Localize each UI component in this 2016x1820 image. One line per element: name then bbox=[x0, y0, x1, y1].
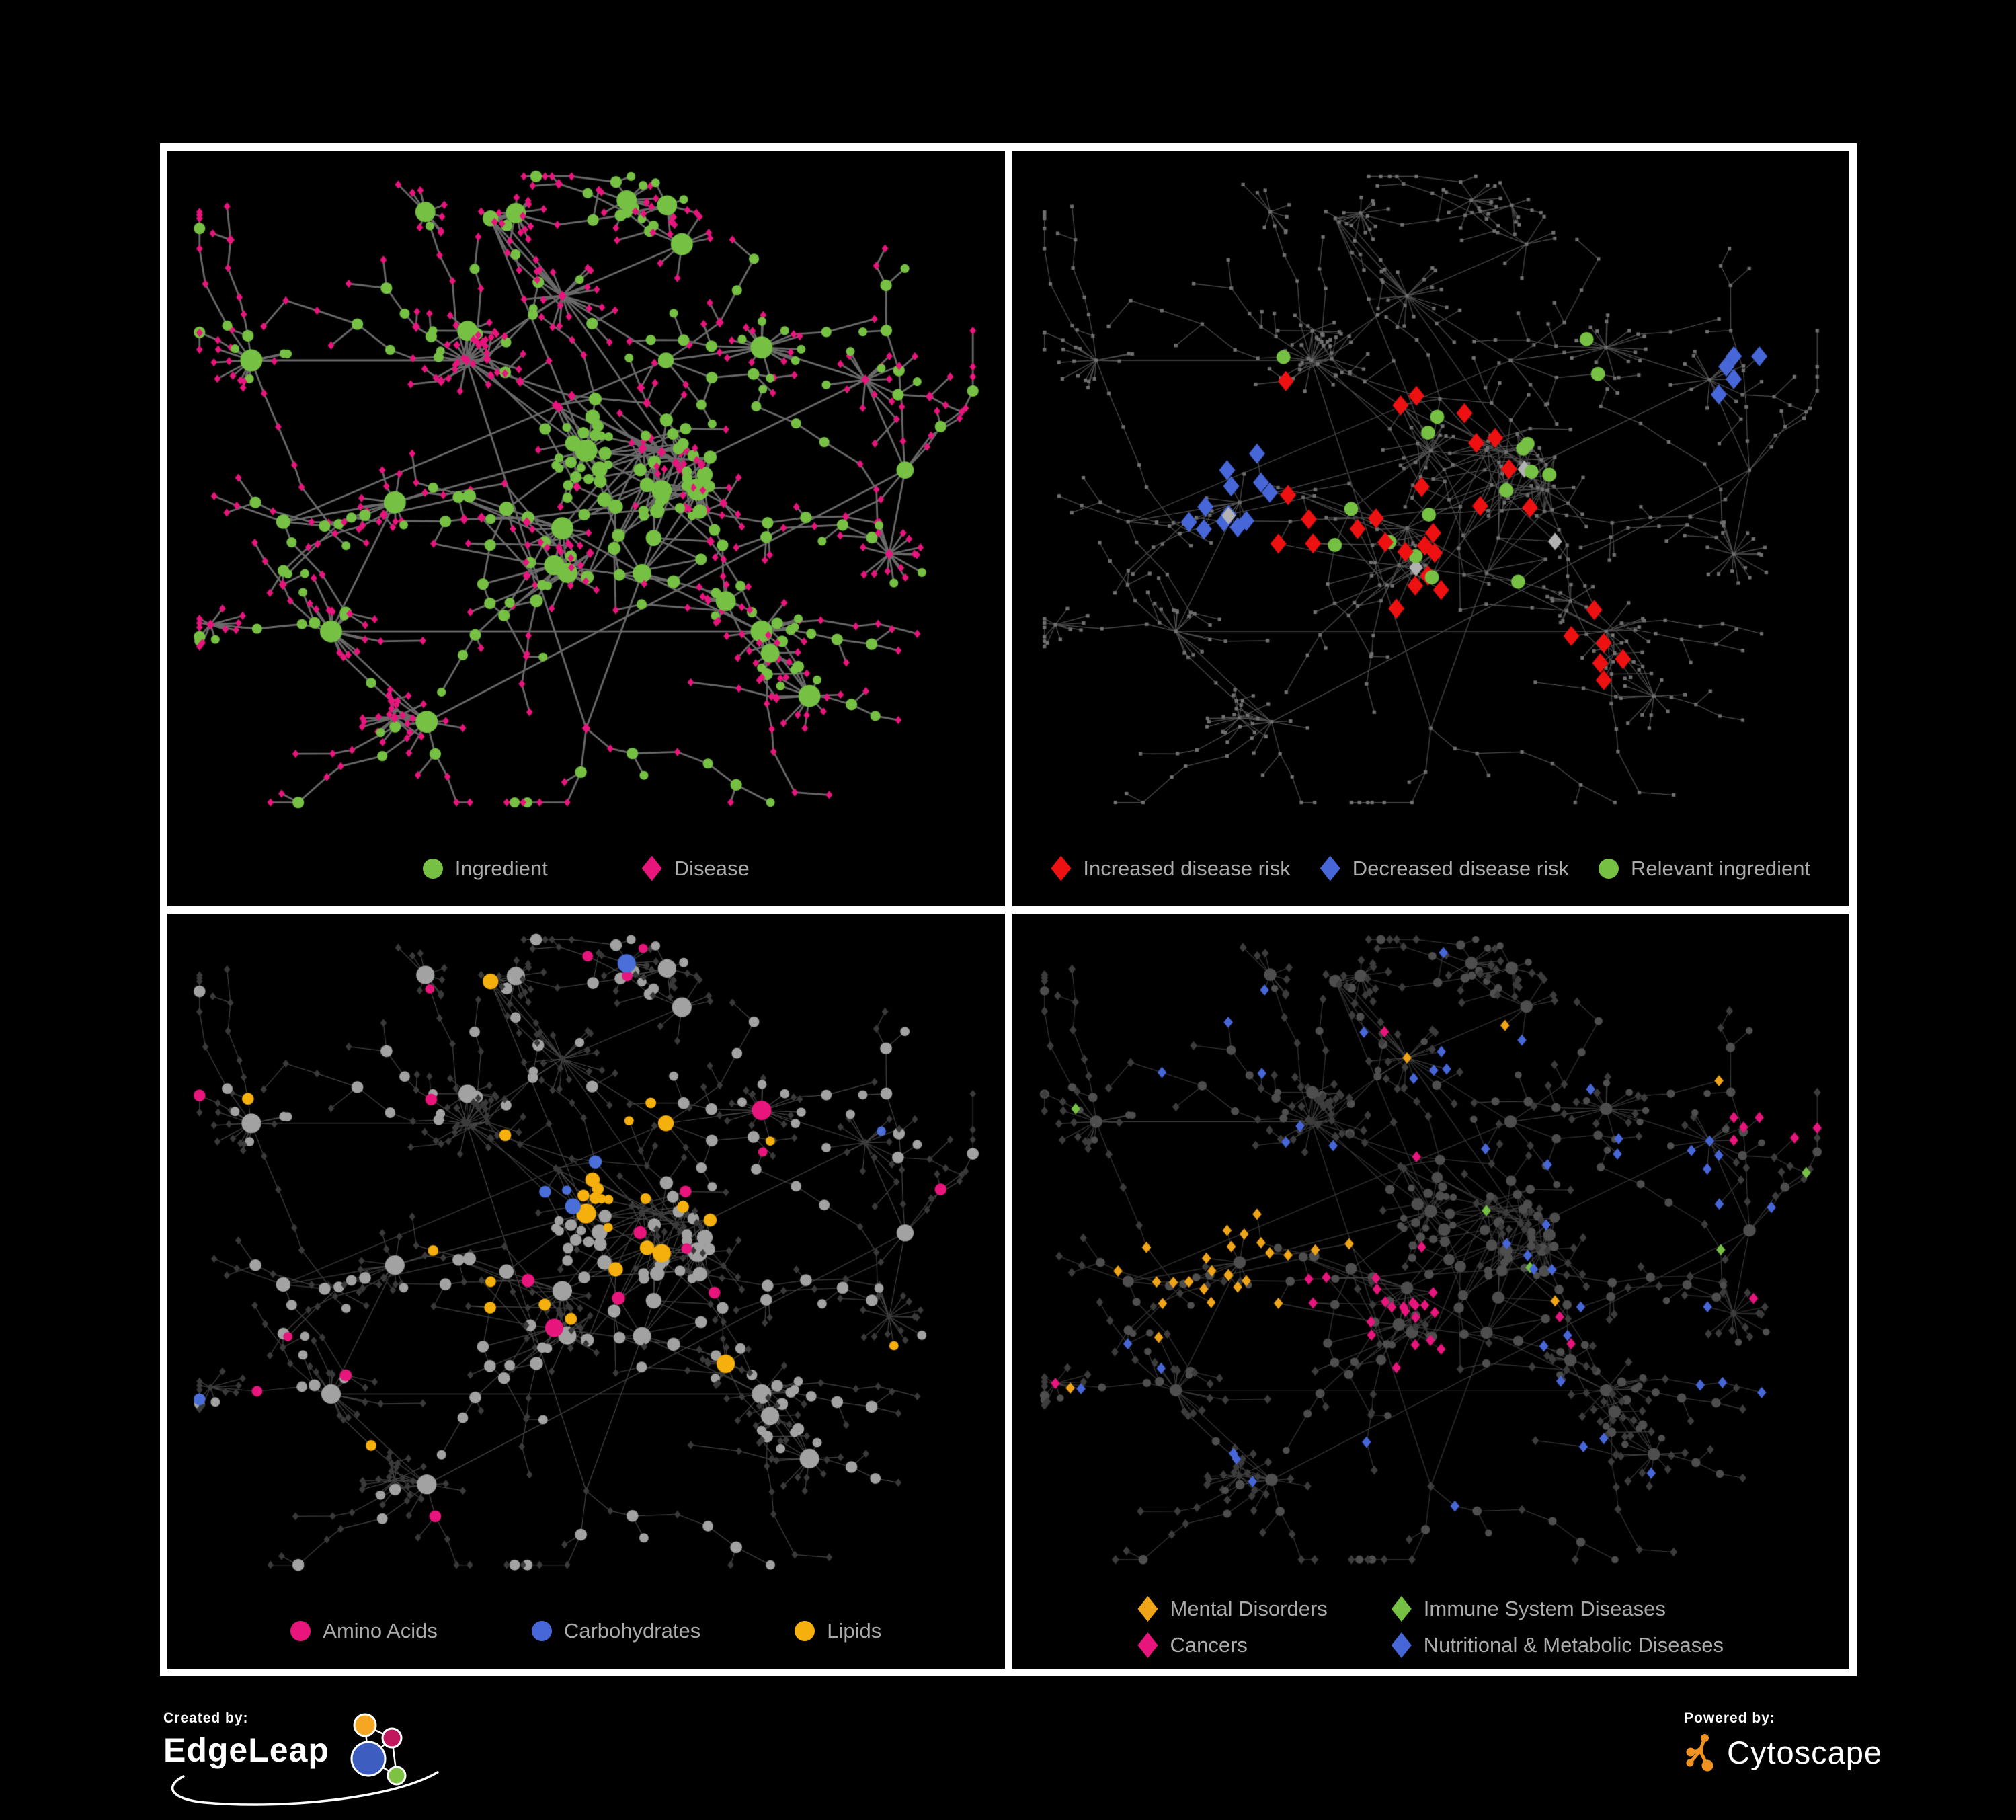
legend-item-amino-acids: Amino Acids bbox=[290, 1619, 438, 1643]
mental-disorders-marker bbox=[1137, 1596, 1158, 1622]
relevant-ingredient-marker bbox=[1599, 858, 1619, 879]
carbohydrates-marker bbox=[531, 1621, 552, 1642]
legend-label: Lipids bbox=[827, 1619, 882, 1643]
legend-label: Immune System Diseases bbox=[1423, 1597, 1666, 1621]
increased-risk-marker bbox=[1051, 855, 1072, 881]
network-disease-categories bbox=[1012, 913, 1849, 1586]
network-nutrient-groups bbox=[167, 913, 1005, 1591]
legend-item-nutritional-metabolic: Nutritional & Metabolic Diseases bbox=[1391, 1632, 1724, 1659]
panel-disease-categories: Mental Disorders Immune System Diseases … bbox=[1012, 913, 1850, 1669]
four-panel-figure: Ingredient Disease Increased disease ris… bbox=[160, 143, 1857, 1676]
disease-marker bbox=[641, 855, 662, 881]
created-by-label: Created by: bbox=[163, 1710, 249, 1726]
legend-label: Relevant ingredient bbox=[1631, 856, 1811, 880]
legend-nutrient-groups: Amino Acids Carbohydrates Lipids bbox=[167, 1591, 1005, 1669]
powered-by-label: Powered by: bbox=[1684, 1710, 1775, 1726]
legend-item-lipids: Lipids bbox=[795, 1619, 881, 1643]
legend-label: Ingredient bbox=[454, 856, 548, 880]
network-ingredient-disease bbox=[167, 151, 1005, 828]
cytoscape-logo-icon bbox=[1686, 1734, 1713, 1772]
legend-item-ingredient: Ingredient bbox=[422, 856, 548, 881]
legend-item-mental-disorders: Mental Disorders bbox=[1137, 1596, 1328, 1622]
legend-item-carbohydrates: Carbohydrates bbox=[531, 1619, 701, 1643]
panel-disease-risk: Increased disease risk Decreased disease… bbox=[1012, 151, 1850, 906]
decreased-risk-marker bbox=[1320, 855, 1340, 881]
legend-label: Amino Acids bbox=[323, 1619, 438, 1643]
legend-item-increased-risk: Increased disease risk bbox=[1051, 855, 1291, 881]
nutritional-metabolic-marker bbox=[1391, 1632, 1412, 1659]
legend-item-immune-diseases: Immune System Diseases bbox=[1391, 1596, 1724, 1622]
legend-item-relevant-ingredient: Relevant ingredient bbox=[1599, 857, 1810, 881]
legend-item-cancers: Cancers bbox=[1137, 1632, 1327, 1659]
legend-item-disease: Disease bbox=[641, 855, 750, 881]
legend-disease-risk: Increased disease risk Decreased disease… bbox=[1012, 828, 1850, 906]
legend-item-decreased-risk: Decreased disease risk bbox=[1320, 855, 1569, 881]
legend-label: Disease bbox=[674, 856, 750, 880]
cytoscape-wordmark: Cytoscape bbox=[1727, 1734, 1883, 1770]
legend-label: Cancers bbox=[1170, 1633, 1248, 1657]
legend-label: Nutritional & Metabolic Diseases bbox=[1423, 1633, 1724, 1657]
immune-diseases-marker bbox=[1391, 1596, 1412, 1622]
legend-disease-categories: Mental Disorders Immune System Diseases … bbox=[1012, 1585, 1850, 1669]
edgeleap-branding: Created by: EdgeLeap bbox=[163, 1710, 473, 1818]
network-disease-risk bbox=[1012, 151, 1849, 828]
panel-nutrient-groups: Amino Acids Carbohydrates Lipids bbox=[167, 913, 1005, 1669]
legend-label: Mental Disorders bbox=[1170, 1597, 1328, 1621]
panel-ingredient-disease: Ingredient Disease bbox=[167, 151, 1005, 906]
cytoscape-branding: Powered by: Cytoscape bbox=[1684, 1710, 1882, 1772]
ingredient-marker bbox=[422, 858, 443, 879]
cancers-marker bbox=[1137, 1632, 1158, 1659]
edgeleap-wordmark: EdgeLeap bbox=[163, 1731, 329, 1769]
legend-label: Decreased disease risk bbox=[1352, 856, 1569, 880]
legend-ingredient-disease: Ingredient Disease bbox=[167, 828, 1005, 906]
legend-label: Increased disease risk bbox=[1083, 856, 1291, 880]
legend-label: Carbohydrates bbox=[563, 1619, 701, 1643]
edgeleap-swoosh bbox=[171, 1771, 439, 1806]
lipids-marker bbox=[795, 1621, 815, 1642]
amino-acids-marker bbox=[290, 1621, 311, 1642]
